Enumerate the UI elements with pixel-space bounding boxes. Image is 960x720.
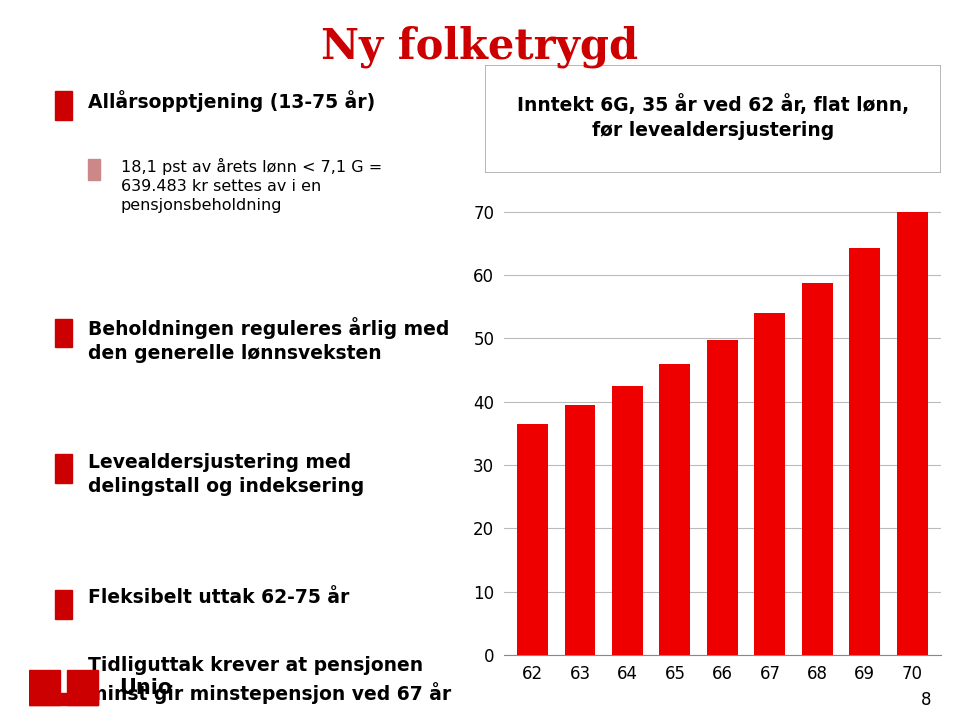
Bar [55,658,72,686]
Text: Allårsopptjening (13-75 år): Allårsopptjening (13-75 år) [87,89,375,112]
Text: Unio: Unio [119,678,172,698]
Text: Tidliguttak krever at pensjonen
minst gir minstepensjon ved 67 år: Tidliguttak krever at pensjonen minst gi… [87,657,451,703]
Text: Ny folketrygd: Ny folketrygd [322,25,638,68]
Bar [87,159,100,180]
Bar [564,405,595,655]
Bar [612,386,643,655]
Bar [850,248,880,655]
Text: Beholdningen reguleres årlig med
den generelle lønnsveksten: Beholdningen reguleres årlig med den gen… [87,317,449,363]
Text: Fleksibelt uttak 62-75 år: Fleksibelt uttak 62-75 år [87,588,349,608]
Text: Inntekt 6G, 35 år ved 62 år, flat lønn,
før levealdersjustering: Inntekt 6G, 35 år ved 62 år, flat lønn, … [516,94,909,140]
Bar [55,454,72,483]
Bar [29,670,60,706]
Bar [55,319,72,347]
Bar [29,693,98,706]
Bar [755,313,785,655]
Bar [55,590,72,618]
Bar [802,283,832,655]
Bar [517,424,548,655]
Bar [55,91,72,120]
Bar [67,670,98,706]
Bar [897,212,927,655]
FancyBboxPatch shape [20,53,474,667]
FancyBboxPatch shape [485,65,941,173]
Text: Levealdersjustering med
delingstall og indeksering: Levealdersjustering med delingstall og i… [87,453,364,496]
Bar [707,340,738,655]
Bar [660,364,690,655]
Text: 18,1 pst av årets lønn < 7,1 G =
639.483 kr settes av i en
pensjonsbeholdning: 18,1 pst av årets lønn < 7,1 G = 639.483… [121,158,382,213]
Text: 8: 8 [921,691,931,709]
